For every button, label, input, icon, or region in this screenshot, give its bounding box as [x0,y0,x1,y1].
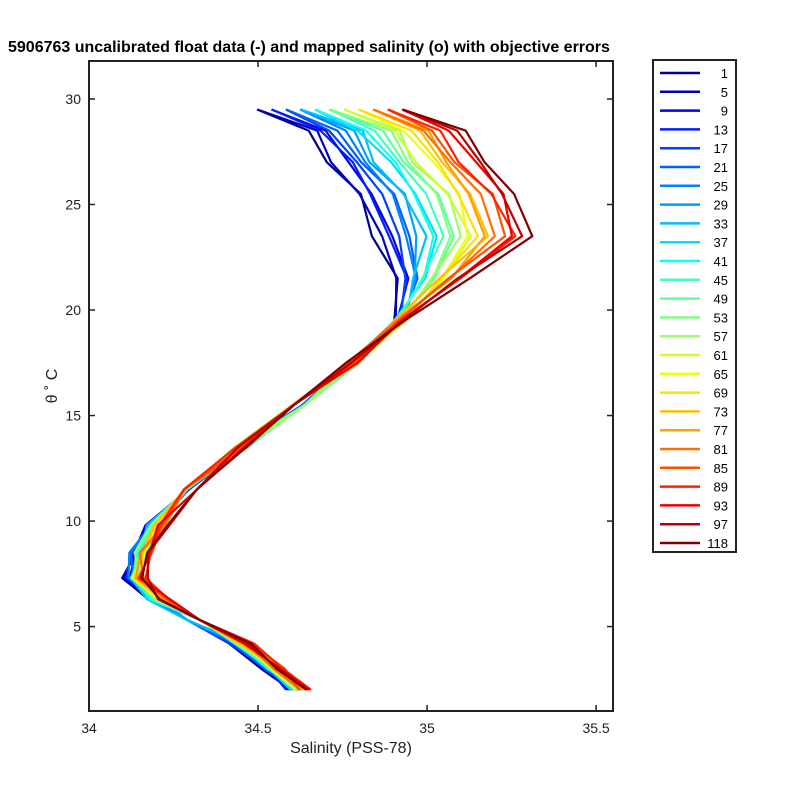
legend-label: 77 [714,423,728,438]
legend-label: 57 [714,329,728,344]
x-tick-label: 34.5 [244,720,271,736]
legend-label: 29 [714,198,728,213]
profile-line [137,108,438,691]
legend-label: 13 [714,122,728,137]
x-tick-label: 35 [419,720,435,736]
legend-label: 69 [714,386,728,401]
legend-label: 89 [714,480,728,495]
profile-line [135,108,445,691]
legend-label: 9 [721,104,728,119]
legend-label: 65 [714,367,728,382]
legend-label: 1 [721,66,728,81]
legend-box [652,59,737,553]
profile-line [138,108,496,691]
legend-label: 45 [714,273,728,288]
legend-label: 33 [714,216,728,231]
legend-label: 25 [714,179,728,194]
profile-line [133,108,452,691]
y-tick-label: 30 [65,91,81,107]
profile-lines [121,108,534,691]
legend-label: 53 [714,310,728,325]
legend-label: 97 [714,517,728,532]
profile-line [146,108,524,691]
chart-title: 5906763 uncalibrated float data (-) and … [8,39,610,56]
legend-label: 5 [721,85,728,100]
legend-label: 85 [714,461,728,476]
legend-label: 41 [714,254,728,269]
legend-label: 93 [714,498,728,513]
legend-label: 81 [714,442,728,457]
profile-line [138,108,513,691]
legend-label: 17 [714,141,728,156]
y-axis-label: θ ˚ C [44,369,61,404]
axes: 34 34.5 35 35.5 5 10 15 20 25 30 [65,61,613,736]
legend-label: 73 [714,404,728,419]
y-tick-label: 5 [73,619,81,635]
plot-frame [88,60,614,712]
legend: 1 5 9 13 17 21 25 29 33 37 41 45 49 53 57 61 65 69 73 77 81 8… [660,66,728,551]
y-tick-label: 25 [65,197,81,213]
profile-line [135,108,418,691]
x-axis-label: Salinity (PSS-78) [290,740,412,757]
y-tick-label: 15 [65,408,81,424]
profile-line [141,108,534,691]
x-tick-label: 35.5 [582,720,609,736]
legend-label: 118 [707,536,728,551]
y-tick-label: 20 [65,302,81,318]
legend-label: 49 [714,292,728,307]
legend-label: 21 [714,160,728,175]
x-tick-label: 34 [81,720,97,736]
profile-line [140,108,490,691]
y-tick-label: 10 [65,513,81,529]
legend-label: 61 [714,348,728,363]
legend-label: 37 [714,235,728,250]
profile-line [131,108,435,691]
